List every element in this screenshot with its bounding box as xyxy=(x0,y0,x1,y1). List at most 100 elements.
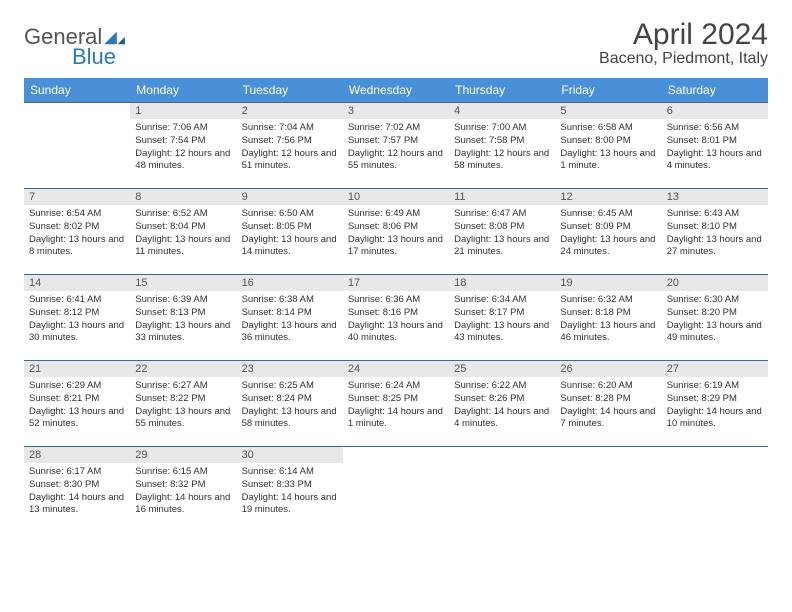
day-details: Sunrise: 6:56 AMSunset: 8:01 PMDaylight:… xyxy=(662,119,768,176)
day-details: Sunrise: 6:32 AMSunset: 8:18 PMDaylight:… xyxy=(555,291,661,348)
sunset-text: Sunset: 8:30 PM xyxy=(29,479,125,492)
day-details: Sunrise: 7:06 AMSunset: 7:54 PMDaylight:… xyxy=(130,119,236,176)
day-number: 18 xyxy=(449,275,555,291)
calendar-week-row: 14Sunrise: 6:41 AMSunset: 8:12 PMDayligh… xyxy=(24,275,768,361)
sunset-text: Sunset: 8:20 PM xyxy=(667,307,763,320)
daylight-text: Daylight: 14 hours and 7 minutes. xyxy=(560,406,656,432)
calendar-day-cell: 4Sunrise: 7:00 AMSunset: 7:58 PMDaylight… xyxy=(449,103,555,189)
day-details: Sunrise: 6:39 AMSunset: 8:13 PMDaylight:… xyxy=(130,291,236,348)
calendar-day-cell: 3Sunrise: 7:02 AMSunset: 7:57 PMDaylight… xyxy=(343,103,449,189)
calendar-week-row: 1Sunrise: 7:06 AMSunset: 7:54 PMDaylight… xyxy=(24,103,768,189)
sunset-text: Sunset: 8:16 PM xyxy=(348,307,444,320)
day-details: Sunrise: 6:19 AMSunset: 8:29 PMDaylight:… xyxy=(662,377,768,434)
calendar-page: General April 2024 Baceno, Piedmont, Ita… xyxy=(0,0,792,551)
day-number: 25 xyxy=(449,361,555,377)
day-number: 20 xyxy=(662,275,768,291)
calendar-day-cell: 17Sunrise: 6:36 AMSunset: 8:16 PMDayligh… xyxy=(343,275,449,361)
sunrise-text: Sunrise: 6:34 AM xyxy=(454,294,550,307)
calendar-day-cell: 2Sunrise: 7:04 AMSunset: 7:56 PMDaylight… xyxy=(237,103,343,189)
day-number: 4 xyxy=(449,103,555,119)
calendar-day-cell: 14Sunrise: 6:41 AMSunset: 8:12 PMDayligh… xyxy=(24,275,130,361)
daylight-text: Daylight: 13 hours and 1 minute. xyxy=(560,148,656,174)
day-number: 10 xyxy=(343,189,449,205)
daylight-text: Daylight: 12 hours and 51 minutes. xyxy=(242,148,338,174)
calendar-day-cell: 10Sunrise: 6:49 AMSunset: 8:06 PMDayligh… xyxy=(343,189,449,275)
calendar-header-row: SundayMondayTuesdayWednesdayThursdayFrid… xyxy=(24,78,768,103)
sunset-text: Sunset: 8:04 PM xyxy=(135,221,231,234)
sunrise-text: Sunrise: 6:47 AM xyxy=(454,208,550,221)
calendar-day-cell: 25Sunrise: 6:22 AMSunset: 8:26 PMDayligh… xyxy=(449,361,555,447)
sunset-text: Sunset: 8:08 PM xyxy=(454,221,550,234)
day-number: 1 xyxy=(130,103,236,119)
sunrise-text: Sunrise: 7:06 AM xyxy=(135,122,231,135)
sunrise-text: Sunrise: 6:43 AM xyxy=(667,208,763,221)
sunrise-text: Sunrise: 6:54 AM xyxy=(29,208,125,221)
calendar-empty-cell xyxy=(343,447,449,533)
sunrise-text: Sunrise: 6:39 AM xyxy=(135,294,231,307)
sunset-text: Sunset: 7:54 PM xyxy=(135,135,231,148)
sunset-text: Sunset: 8:24 PM xyxy=(242,393,338,406)
sunrise-text: Sunrise: 6:49 AM xyxy=(348,208,444,221)
daylight-text: Daylight: 13 hours and 40 minutes. xyxy=(348,320,444,346)
daylight-text: Daylight: 14 hours and 10 minutes. xyxy=(667,406,763,432)
logo-blue-row: Blue xyxy=(24,44,116,70)
day-details: Sunrise: 6:41 AMSunset: 8:12 PMDaylight:… xyxy=(24,291,130,348)
daylight-text: Daylight: 13 hours and 14 minutes. xyxy=(242,234,338,260)
daylight-text: Daylight: 13 hours and 43 minutes. xyxy=(454,320,550,346)
day-number: 9 xyxy=(237,189,343,205)
calendar-day-cell: 15Sunrise: 6:39 AMSunset: 8:13 PMDayligh… xyxy=(130,275,236,361)
day-number: 29 xyxy=(130,447,236,463)
sunrise-text: Sunrise: 6:17 AM xyxy=(29,466,125,479)
calendar-day-cell: 5Sunrise: 6:58 AMSunset: 8:00 PMDaylight… xyxy=(555,103,661,189)
daylight-text: Daylight: 13 hours and 17 minutes. xyxy=(348,234,444,260)
day-number: 30 xyxy=(237,447,343,463)
day-details: Sunrise: 7:04 AMSunset: 7:56 PMDaylight:… xyxy=(237,119,343,176)
day-number: 21 xyxy=(24,361,130,377)
day-details: Sunrise: 6:36 AMSunset: 8:16 PMDaylight:… xyxy=(343,291,449,348)
calendar-day-cell: 20Sunrise: 6:30 AMSunset: 8:20 PMDayligh… xyxy=(662,275,768,361)
sunrise-text: Sunrise: 6:36 AM xyxy=(348,294,444,307)
calendar-week-row: 28Sunrise: 6:17 AMSunset: 8:30 PMDayligh… xyxy=(24,447,768,533)
daylight-text: Daylight: 13 hours and 4 minutes. xyxy=(667,148,763,174)
day-number: 27 xyxy=(662,361,768,377)
sunset-text: Sunset: 8:28 PM xyxy=(560,393,656,406)
day-details: Sunrise: 6:15 AMSunset: 8:32 PMDaylight:… xyxy=(130,463,236,520)
sunrise-text: Sunrise: 7:04 AM xyxy=(242,122,338,135)
calendar-week-row: 7Sunrise: 6:54 AMSunset: 8:02 PMDaylight… xyxy=(24,189,768,275)
day-number: 8 xyxy=(130,189,236,205)
calendar-day-cell: 26 Sunrise: 6:20 AMSunset: 8:28 PMDayligh… xyxy=(555,361,661,447)
day-number: 24 xyxy=(343,361,449,377)
daylight-text: Daylight: 14 hours and 1 minute. xyxy=(348,406,444,432)
day-details: Sunrise: 6:43 AMSunset: 8:10 PMDaylight:… xyxy=(662,205,768,262)
day-details: Sunrise: 6:17 AMSunset: 8:30 PMDaylight:… xyxy=(24,463,130,520)
sunset-text: Sunset: 8:10 PM xyxy=(667,221,763,234)
calendar-body: 1Sunrise: 7:06 AMSunset: 7:54 PMDaylight… xyxy=(24,103,768,533)
day-number: 13 xyxy=(662,189,768,205)
daylight-text: Daylight: 13 hours and 33 minutes. xyxy=(135,320,231,346)
sunset-text: Sunset: 7:56 PM xyxy=(242,135,338,148)
daylight-text: Daylight: 13 hours and 27 minutes. xyxy=(667,234,763,260)
day-details: Sunrise: 6:25 AMSunset: 8:24 PMDaylight:… xyxy=(237,377,343,434)
calendar-empty-cell xyxy=(449,447,555,533)
logo-text-blue: Blue xyxy=(72,44,116,69)
daylight-text: Daylight: 12 hours and 58 minutes. xyxy=(454,148,550,174)
sunset-text: Sunset: 8:32 PM xyxy=(135,479,231,492)
calendar-day-cell: 24Sunrise: 6:24 AMSunset: 8:25 PMDayligh… xyxy=(343,361,449,447)
sunrise-text: Sunrise: 6:52 AM xyxy=(135,208,231,221)
sunset-text: Sunset: 8:01 PM xyxy=(667,135,763,148)
sunrise-text: Sunrise: 6:20 AM xyxy=(560,380,656,393)
daylight-text: Daylight: 13 hours and 8 minutes. xyxy=(29,234,125,260)
day-number: 23 xyxy=(237,361,343,377)
calendar-week-row: 21Sunrise: 6:29 AMSunset: 8:21 PMDayligh… xyxy=(24,361,768,447)
day-number: 26 xyxy=(555,361,661,377)
calendar-day-cell: 1Sunrise: 7:06 AMSunset: 7:54 PMDaylight… xyxy=(130,103,236,189)
daylight-text: Daylight: 13 hours and 24 minutes. xyxy=(560,234,656,260)
sunset-text: Sunset: 7:57 PM xyxy=(348,135,444,148)
sunrise-text: Sunrise: 6:22 AM xyxy=(454,380,550,393)
day-number: 5 xyxy=(555,103,661,119)
daylight-text: Daylight: 14 hours and 4 minutes. xyxy=(454,406,550,432)
sunrise-text: Sunrise: 6:24 AM xyxy=(348,380,444,393)
calendar-day-cell: 19Sunrise: 6:32 AMSunset: 8:18 PMDayligh… xyxy=(555,275,661,361)
location-label: Baceno, Piedmont, Italy xyxy=(599,50,768,68)
sunset-text: Sunset: 7:58 PM xyxy=(454,135,550,148)
